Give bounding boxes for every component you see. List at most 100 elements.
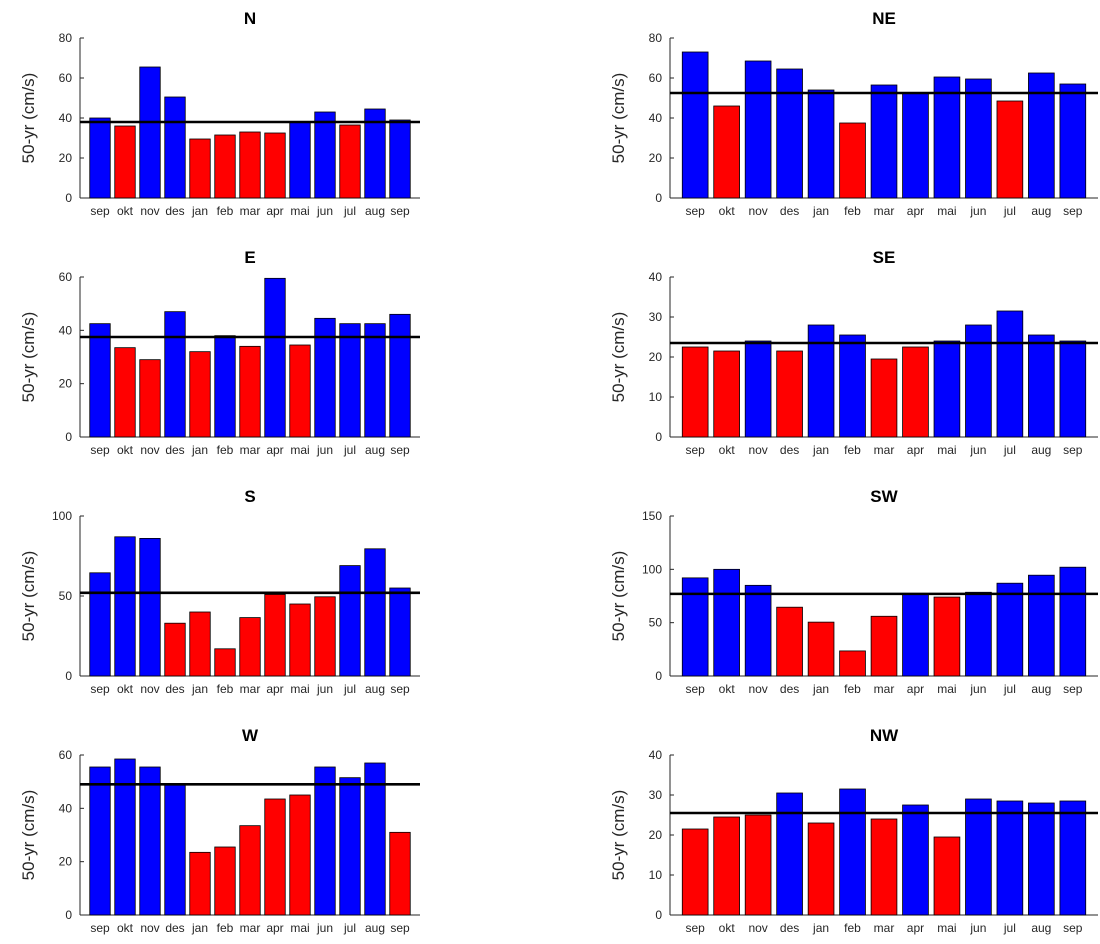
panel-title: SW	[870, 487, 898, 506]
x-tick-label: sep	[390, 204, 410, 218]
bar-jul	[996, 582, 1024, 677]
x-tick-label: aug	[365, 921, 385, 935]
panel-title: N	[244, 9, 256, 28]
x-tick-label: mar	[240, 204, 261, 218]
bar-jul	[339, 323, 361, 438]
y-axis-label: 50-yr (cm/s)	[19, 312, 38, 403]
x-tick-label: jul	[343, 443, 356, 457]
y-tick-label: 0	[655, 908, 662, 922]
y-axis-label: 50-yr (cm/s)	[19, 790, 38, 881]
y-axis-label: 50-yr (cm/s)	[609, 790, 628, 881]
bar-sep	[1059, 566, 1087, 677]
bar-nov	[139, 538, 161, 677]
y-tick-label: 10	[649, 390, 663, 404]
bar-sep	[389, 119, 411, 199]
x-tick-label: okt	[719, 682, 736, 696]
x-tick-label: apr	[907, 921, 924, 935]
bar-apr	[264, 798, 286, 916]
x-tick-label: aug	[365, 682, 385, 696]
x-tick-label: mar	[240, 443, 261, 457]
x-tick-label: des	[780, 682, 799, 696]
bar-sep	[389, 313, 411, 438]
x-tick-label: nov	[748, 204, 767, 218]
x-tick-label: des	[780, 921, 799, 935]
y-tick-label: 0	[655, 191, 662, 205]
bar-apr	[902, 92, 929, 199]
x-tick-label: jul	[1003, 921, 1016, 935]
bar-jan	[189, 351, 211, 438]
bar-jun	[314, 596, 336, 677]
x-tick-label: jan	[812, 204, 829, 218]
y-tick-label: 20	[59, 855, 73, 869]
x-tick-label: sep	[90, 204, 110, 218]
x-tick-label: okt	[117, 921, 134, 935]
x-tick-label: jun	[316, 204, 333, 218]
y-tick-label: 100	[642, 562, 662, 576]
x-tick-label: aug	[1031, 204, 1051, 218]
y-tick-label: 150	[642, 509, 662, 523]
bar-jan	[189, 851, 211, 916]
x-tick-label: sep	[390, 443, 410, 457]
panel-title: SE	[873, 248, 896, 267]
x-tick-label: okt	[719, 443, 736, 457]
x-tick-label: des	[165, 682, 184, 696]
x-tick-label: mai	[937, 682, 956, 696]
y-axis-label: 50-yr (cm/s)	[609, 73, 628, 164]
bar-nov	[744, 814, 772, 916]
x-tick-label: sep	[90, 443, 110, 457]
x-tick-label: jun	[316, 443, 333, 457]
bar-mar	[870, 358, 898, 438]
bar-mai	[289, 344, 311, 438]
x-tick-label: mar	[240, 921, 261, 935]
x-tick-label: jul	[343, 921, 356, 935]
x-tick-label: jul	[1003, 443, 1016, 457]
bar-apr	[902, 804, 929, 916]
x-tick-label: sep	[1063, 921, 1083, 935]
x-tick-label: mai	[937, 443, 956, 457]
x-tick-label: aug	[1031, 921, 1051, 935]
bar-des	[164, 96, 186, 199]
bar-jan	[807, 621, 835, 677]
y-tick-label: 0	[65, 430, 72, 444]
bar-mar	[239, 131, 261, 199]
x-tick-label: sep	[686, 682, 706, 696]
bar-aug	[364, 323, 386, 438]
x-tick-label: sep	[1063, 204, 1083, 218]
x-tick-label: sep	[686, 921, 706, 935]
bar-aug	[364, 108, 386, 199]
bar-sep	[681, 51, 709, 199]
bar-sep	[89, 766, 111, 916]
y-axis-label: 50-yr (cm/s)	[19, 551, 38, 642]
y-tick-label: 80	[649, 31, 663, 45]
x-tick-label: nov	[140, 204, 159, 218]
y-tick-label: 30	[649, 310, 663, 324]
bar-jul	[996, 310, 1024, 438]
bar-jun	[314, 317, 336, 438]
y-tick-label: 40	[649, 270, 663, 284]
y-tick-label: 0	[65, 191, 72, 205]
bar-nov	[744, 60, 772, 199]
bar-jun	[314, 111, 336, 199]
y-tick-label: 0	[655, 669, 662, 683]
panel-title: W	[242, 726, 259, 745]
bar-sep	[1059, 340, 1087, 438]
bar-okt	[114, 125, 136, 199]
y-tick-label: 20	[649, 350, 663, 364]
x-tick-label: sep	[390, 921, 410, 935]
x-tick-label: jul	[343, 682, 356, 696]
y-tick-label: 50	[649, 616, 663, 630]
x-tick-label: jun	[969, 443, 986, 457]
x-tick-label: jul	[1003, 204, 1016, 218]
x-tick-label: sep	[1063, 443, 1083, 457]
bar-feb	[214, 648, 236, 677]
bar-jan	[189, 138, 211, 199]
y-tick-label: 20	[649, 828, 663, 842]
bar-apr	[902, 346, 929, 438]
bar-sep	[389, 831, 411, 916]
bar-aug	[364, 762, 386, 916]
y-tick-label: 80	[59, 31, 73, 45]
x-tick-label: aug	[1031, 443, 1051, 457]
x-tick-label: jul	[343, 204, 356, 218]
